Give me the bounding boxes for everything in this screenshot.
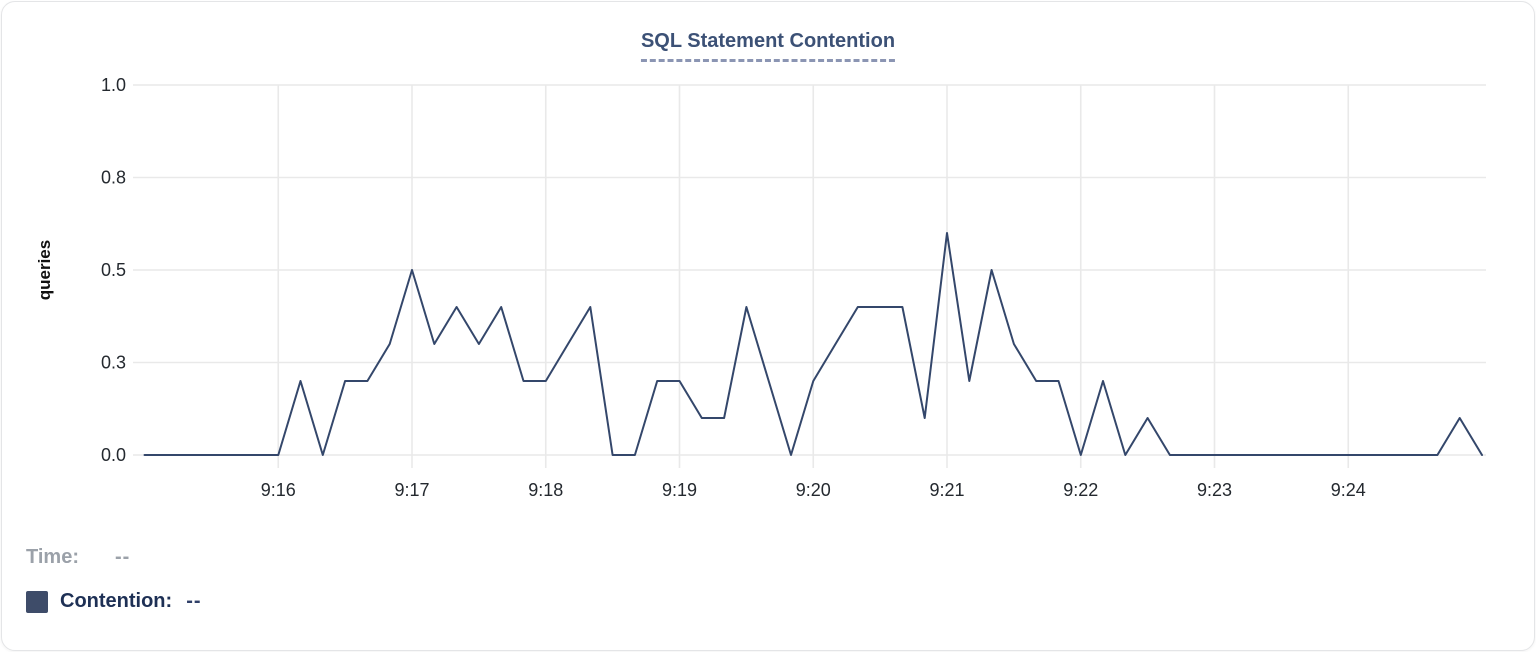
x-tick-label: 9:18 [528, 480, 563, 500]
contention-series-swatch [26, 590, 48, 613]
contention-line-chart[interactable]: 0.0 0.3 0.5 0.8 1.0 9:16 9:17 9:18 9:19 9:20 9:21 9… [2, 2, 1535, 527]
x-tick-label: 9:23 [1197, 480, 1232, 500]
x-tick-label: 9:20 [796, 480, 831, 500]
contention-readout: Contention: -- [26, 590, 202, 613]
x-tick-label: 9:19 [662, 480, 697, 500]
y-tick-label: 0.0 [101, 445, 126, 465]
time-label: Time: [26, 546, 79, 568]
x-tick-label: 9:24 [1331, 480, 1366, 500]
contention-series-line [143, 232, 1483, 456]
y-tick-label: 0.8 [101, 168, 126, 188]
contention-value: -- [186, 590, 202, 612]
x-tick-label: 9:21 [929, 480, 964, 500]
y-tick-label: 0.5 [101, 260, 126, 280]
x-tick-label: 9:16 [261, 480, 296, 500]
time-readout: Time: -- [26, 546, 130, 569]
time-value: -- [114, 546, 131, 568]
contention-label: Contention: [60, 590, 173, 612]
y-tick-label: 0.3 [101, 353, 126, 373]
x-tick-label: 9:22 [1063, 480, 1098, 500]
y-tick-label: 1.0 [101, 75, 126, 95]
y-axis-label: queries [35, 240, 54, 300]
x-tick-label: 9:17 [394, 480, 429, 500]
chart-title[interactable]: SQL Statement Contention [640, 30, 896, 62]
